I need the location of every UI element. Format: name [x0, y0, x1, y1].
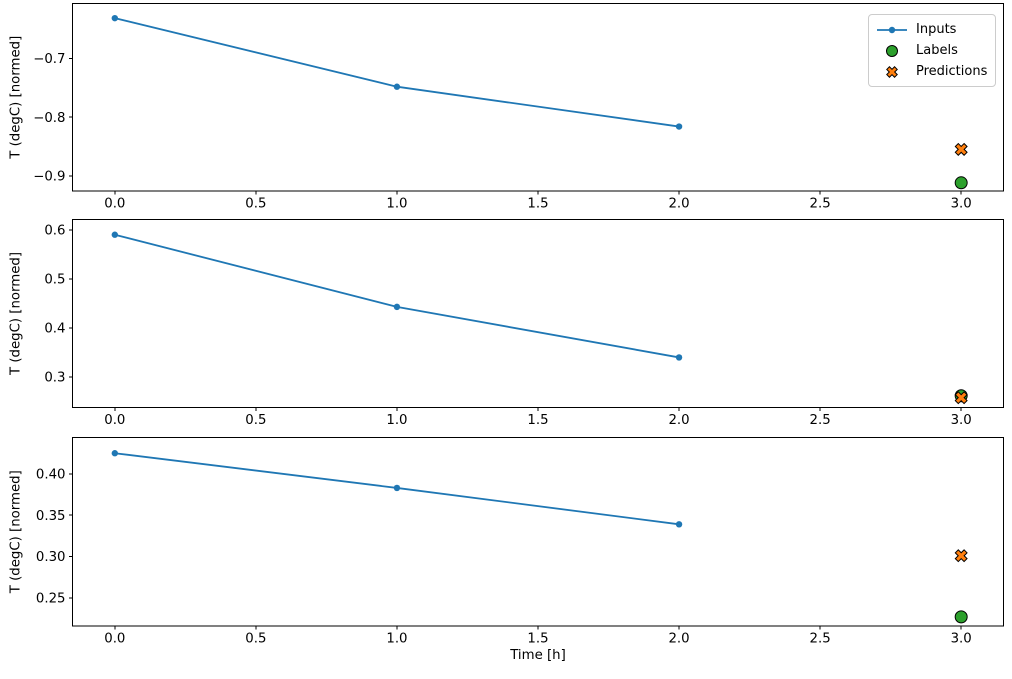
- x-tick-label: 1.0: [386, 413, 407, 428]
- x-tick-label: 1.0: [386, 197, 407, 212]
- y-axis-label: T (degC) [normed]: [9, 470, 24, 594]
- axes-frame: [72, 219, 1004, 408]
- y-tick-label: 0.25: [36, 592, 66, 607]
- x-tick-label: 1.5: [527, 197, 548, 212]
- y-tick-label: 0.5: [44, 273, 65, 288]
- legend-label-predictions: Predictions: [916, 63, 988, 79]
- x-tick-label: 1.0: [386, 632, 407, 647]
- labels-circle-sample: [886, 44, 898, 57]
- y-tick-label: 0.3: [44, 371, 65, 386]
- x-tick-label: 1.5: [527, 413, 548, 428]
- legend: Inputs Labels Predictions: [868, 14, 997, 87]
- inputs-point: [393, 303, 401, 311]
- x-tick-label: 0.5: [245, 632, 266, 647]
- predictions-marker: [954, 142, 968, 156]
- x-tick-label: 2.0: [668, 413, 689, 428]
- x-tick-label: 0.5: [245, 413, 266, 428]
- inputs-point: [393, 484, 401, 492]
- inputs-point: [675, 354, 683, 361]
- x-tick-label: 2.0: [668, 197, 689, 212]
- inputs-line: [113, 17, 680, 128]
- axes-frame: [72, 3, 1004, 192]
- inputs-line-icon: [877, 26, 907, 33]
- predictions-x-sample: [886, 65, 898, 78]
- legend-item-predictions: Predictions: [875, 61, 987, 82]
- y-tick-label: 0.4: [44, 322, 65, 337]
- x-tick-label: 2.5: [810, 413, 831, 428]
- predictions-marker: [954, 391, 968, 405]
- legend-label-inputs: Inputs: [916, 21, 957, 37]
- inputs-dot-sample: [888, 26, 896, 33]
- x-tick-label: 2.5: [810, 632, 831, 647]
- legend-label-labels: Labels: [916, 42, 958, 58]
- subplot-1: 0.0 0.5 1.0 1.5 2.0 2.5 3.0 −0.7 −0.8 −0.9 T (degC…: [9, 3, 1004, 212]
- y-axis-label: T (degC) [normed]: [9, 252, 24, 376]
- y-tick-label: −0.9: [33, 169, 65, 184]
- x-tick-label: 3.0: [951, 197, 972, 212]
- inputs-point: [675, 521, 683, 528]
- x-tick-label: 1.5: [527, 632, 548, 647]
- x-tick-label: 2.5: [810, 197, 831, 212]
- y-tick-label: 0.30: [36, 550, 66, 565]
- x-tick-label: 2.0: [668, 632, 689, 647]
- y-tick-label: 0.6: [44, 223, 65, 238]
- labels-circle-icon: [886, 44, 898, 57]
- subplot-3: 0.0 0.5 1.0 1.5 2.0 2.5 3.0 0.40 0.35 0.30 0.25 T (…: [9, 437, 1004, 663]
- x-tick-label: 0.5: [245, 197, 266, 212]
- inputs-point: [675, 123, 683, 130]
- x-tick-label: 0.0: [104, 632, 125, 647]
- labels-marker: [954, 610, 968, 624]
- x-tick-label: 3.0: [951, 413, 972, 428]
- inputs-line: [113, 233, 680, 359]
- inputs-point: [111, 231, 119, 238]
- x-tick-label: 0.0: [104, 197, 125, 212]
- labels-marker: [954, 176, 968, 190]
- predictions-x-icon: [886, 65, 898, 78]
- x-tick-label: 0.0: [104, 413, 125, 428]
- y-tick-label: −0.8: [33, 111, 65, 126]
- inputs-point: [111, 14, 119, 22]
- subplot-2: 0.0 0.5 1.0 1.5 2.0 2.5 3.0 0.6 0.5 0.4 0.3 T (degC…: [9, 219, 1004, 428]
- y-tick-label: 0.40: [36, 468, 66, 483]
- x-tick-label: 3.0: [951, 632, 972, 647]
- predictions-marker: [954, 549, 968, 563]
- x-axis-label: Time [h]: [509, 648, 566, 663]
- y-tick-label: 0.35: [36, 509, 66, 524]
- inputs-point: [111, 450, 119, 457]
- inputs-point: [393, 83, 401, 90]
- y-axis-label: T (degC) [normed]: [9, 36, 24, 160]
- legend-item-inputs: Inputs: [875, 19, 987, 40]
- y-tick-label: −0.7: [33, 52, 65, 67]
- legend-item-labels: Labels: [875, 40, 987, 61]
